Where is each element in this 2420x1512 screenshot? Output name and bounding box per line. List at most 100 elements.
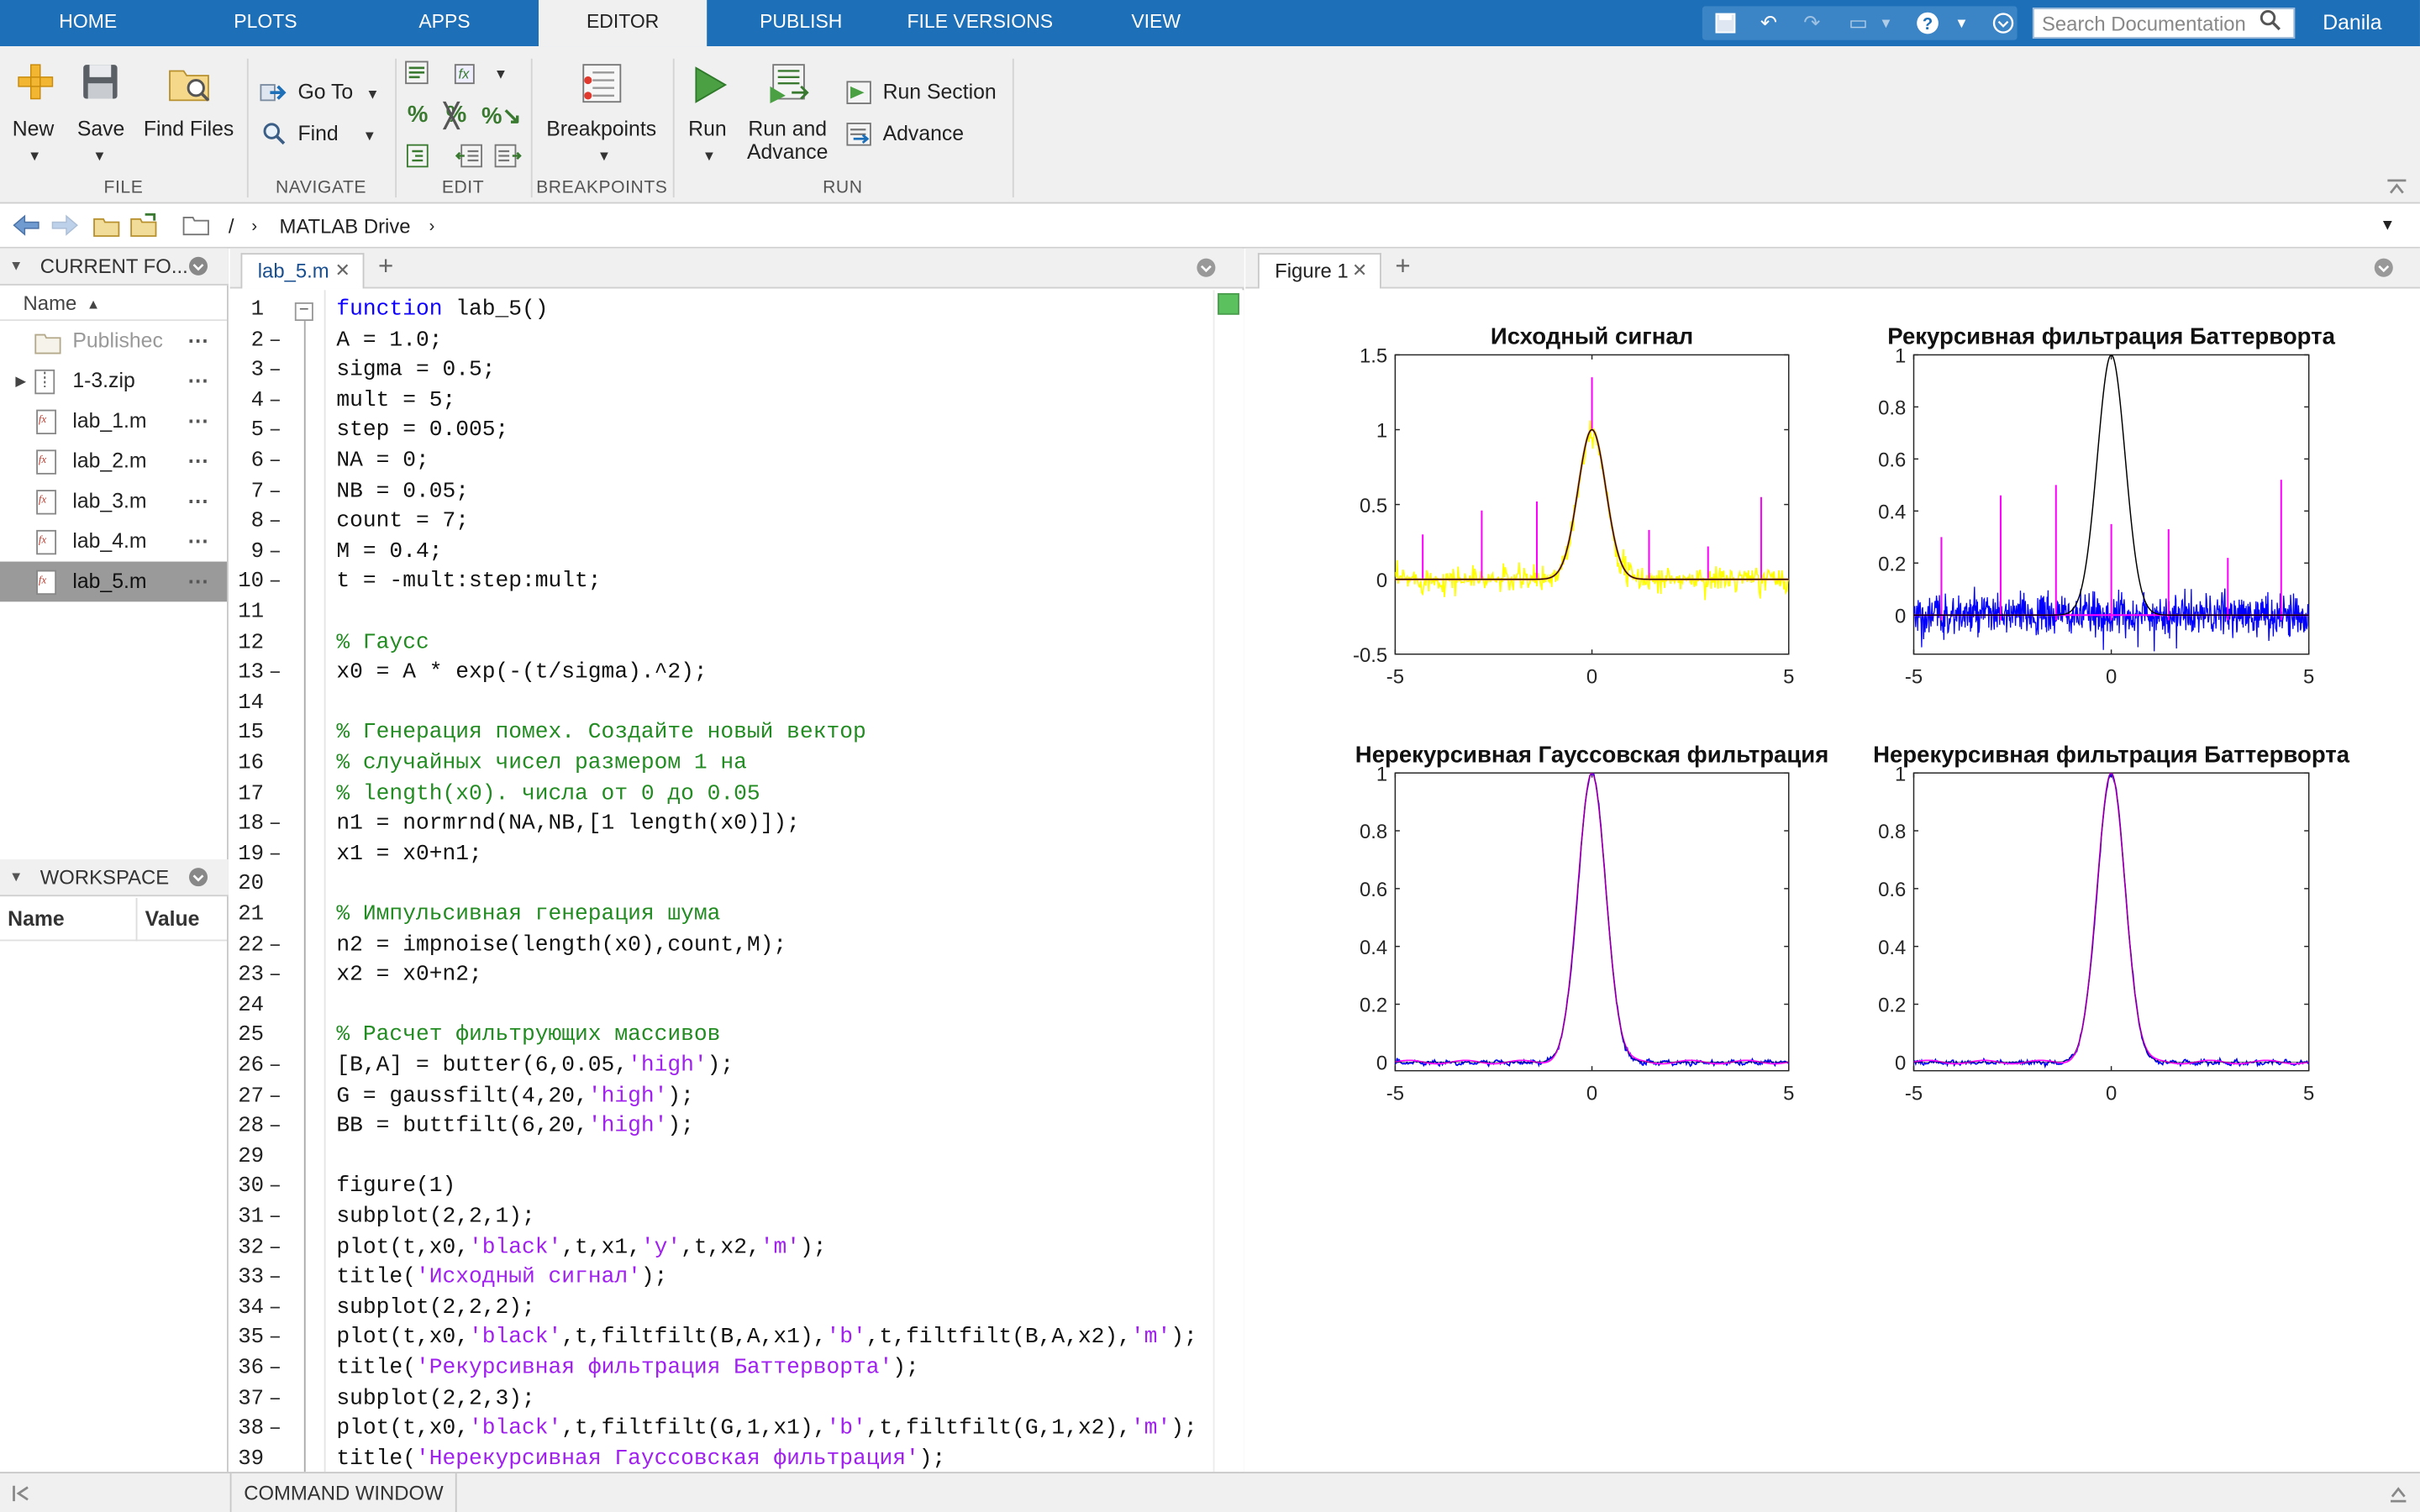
column-value-label[interactable]: Value — [145, 906, 200, 931]
line-number[interactable]: 37 — [238, 1386, 265, 1411]
line-number[interactable]: 11 — [238, 600, 265, 625]
chevron-down-icon[interactable]: ▼ — [493, 66, 508, 82]
line-number[interactable]: 26 — [238, 1053, 265, 1079]
code-fold-toggle[interactable]: − — [294, 302, 313, 322]
insert-function-icon[interactable]: fx — [454, 60, 481, 93]
line-number[interactable]: 30 — [238, 1174, 265, 1200]
breakpoint-marker[interactable]: – — [268, 842, 282, 867]
line-number[interactable]: 31 — [238, 1205, 265, 1230]
breakpoint-marker[interactable]: – — [268, 479, 282, 504]
column-header-name[interactable]: Name ▲ — [0, 287, 227, 322]
file-row[interactable]: Publishec ⋯ — [0, 321, 227, 361]
command-window-tab[interactable]: COMMAND WINDOW — [229, 1473, 457, 1512]
line-number[interactable]: 13 — [238, 660, 265, 685]
line-number[interactable]: 3 — [250, 358, 265, 383]
breakpoint-marker[interactable]: – — [268, 449, 282, 474]
panel-actions-icon[interactable] — [1196, 258, 1216, 286]
breakpoint-marker[interactable]: – — [268, 1386, 282, 1411]
increase-indent-icon[interactable] — [494, 144, 522, 176]
line-number[interactable]: 21 — [238, 902, 265, 927]
user-menu[interactable]: Danila — [2323, 10, 2382, 34]
help-icon[interactable]: ? — [1911, 6, 1944, 39]
chevron-down-icon[interactable]: ▼ — [362, 128, 377, 144]
panel-actions-icon[interactable] — [188, 859, 208, 898]
file-row[interactable]: fx lab_2.m ⋯ — [0, 441, 227, 481]
line-number[interactable]: 38 — [238, 1416, 265, 1441]
line-number[interactable]: 19 — [238, 842, 265, 867]
path-matlab-drive[interactable]: MATLAB Drive — [279, 214, 411, 238]
line-number[interactable]: 9 — [250, 539, 265, 564]
uncomment-icon[interactable]: % ╳ — [444, 102, 467, 130]
column-divider[interactable] — [135, 897, 138, 942]
save-icon[interactable] — [1708, 6, 1742, 39]
breakpoint-marker[interactable]: – — [268, 1174, 282, 1200]
minimize-toolstrip-icon[interactable] — [1986, 6, 2020, 39]
expand-up-icon[interactable] — [2389, 1483, 2407, 1510]
panel-actions-icon[interactable] — [188, 249, 208, 287]
find-icon[interactable] — [262, 122, 287, 155]
line-number[interactable]: 15 — [238, 721, 265, 746]
line-number[interactable]: 2 — [250, 328, 265, 353]
insert-section-icon[interactable] — [404, 60, 432, 93]
tab-editor[interactable]: EDITOR — [539, 0, 708, 47]
more-actions-icon[interactable]: ⋯ — [187, 449, 208, 473]
more-actions-icon[interactable]: ⋯ — [187, 328, 208, 352]
breakpoints-icon[interactable] — [581, 61, 623, 113]
chevron-down-icon[interactable]: ▼ — [1879, 15, 1893, 31]
chevron-down-icon[interactable]: ▼ — [28, 148, 42, 164]
breakpoint-marker[interactable]: – — [268, 811, 282, 837]
browse-folder-icon[interactable] — [129, 212, 160, 244]
breakpoint-marker[interactable]: – — [268, 660, 282, 685]
undo-icon[interactable]: ↶ — [1760, 10, 1777, 34]
breakpoint-marker[interactable]: – — [268, 418, 282, 444]
code-area[interactable]: function lab_5() A = 1.0; sigma = 0.5; mult… — [336, 290, 1231, 1472]
breakpoints-button[interactable]: Breakpoints — [546, 117, 657, 141]
run-section-icon[interactable] — [846, 81, 874, 113]
chevron-right-icon[interactable]: › — [429, 217, 435, 237]
tab-publish[interactable]: PUBLISH — [760, 10, 843, 33]
breakpoint-marker[interactable]: – — [268, 1416, 282, 1441]
chevron-down-icon[interactable]: ▼ — [1954, 15, 1969, 31]
line-number[interactable]: 23 — [238, 963, 265, 988]
breakpoint-marker[interactable]: – — [268, 388, 282, 413]
expand-left-icon[interactable] — [13, 1483, 31, 1510]
breakpoint-marker[interactable]: – — [268, 1295, 282, 1320]
breakpoint-marker[interactable]: – — [268, 539, 282, 564]
line-number[interactable]: 35 — [238, 1326, 265, 1351]
close-icon[interactable]: ✕ — [334, 259, 350, 281]
editor-tab-lab5[interactable]: lab_5.m ✕ — [240, 253, 365, 289]
code-analyzer-status-indicator[interactable] — [1218, 292, 1239, 315]
file-row[interactable]: ▶ 1-3.zip ⋯ — [0, 361, 227, 402]
breakpoint-marker[interactable]: – — [268, 932, 282, 958]
file-row[interactable]: fx lab_4.m ⋯ — [0, 522, 227, 562]
switch-windows-icon[interactable]: ▭ — [1849, 10, 1868, 34]
breakpoint-marker[interactable]: – — [268, 509, 282, 534]
collapse-panel-icon[interactable]: ▼ — [9, 869, 24, 885]
tab-plots[interactable]: PLOTS — [234, 10, 297, 33]
advance-icon[interactable] — [846, 122, 874, 155]
more-actions-icon[interactable]: ⋯ — [187, 489, 208, 512]
add-tab-icon[interactable]: + — [377, 251, 394, 281]
file-row[interactable]: fx lab_1.m ⋯ — [0, 402, 227, 442]
tab-home[interactable]: HOME — [59, 10, 118, 33]
line-number[interactable]: 20 — [238, 872, 265, 897]
line-number[interactable]: 34 — [238, 1295, 265, 1320]
line-number[interactable]: 24 — [238, 993, 265, 1018]
line-number[interactable]: 27 — [238, 1084, 265, 1109]
chevron-down-icon[interactable]: ▼ — [702, 148, 717, 164]
line-number[interactable]: 39 — [238, 1446, 265, 1472]
more-actions-icon[interactable]: ⋯ — [187, 569, 208, 593]
search-documentation-input[interactable]: Search Documentation — [2032, 8, 2296, 39]
chevron-down-icon[interactable]: ▼ — [366, 86, 380, 102]
line-number[interactable]: 5 — [250, 418, 265, 444]
collapse-panel-icon[interactable]: ▼ — [9, 257, 24, 274]
smart-indent-icon[interactable] — [406, 144, 430, 176]
forward-icon[interactable] — [51, 213, 79, 242]
find-files-icon[interactable] — [166, 61, 213, 113]
chevron-down-icon[interactable]: ▼ — [597, 148, 612, 164]
new-button[interactable]: New — [12, 117, 55, 141]
line-number[interactable]: 18 — [238, 811, 265, 837]
comment-icon[interactable]: % — [407, 102, 429, 129]
add-tab-icon[interactable]: + — [1395, 251, 1411, 281]
path-root[interactable]: / — [228, 214, 234, 238]
